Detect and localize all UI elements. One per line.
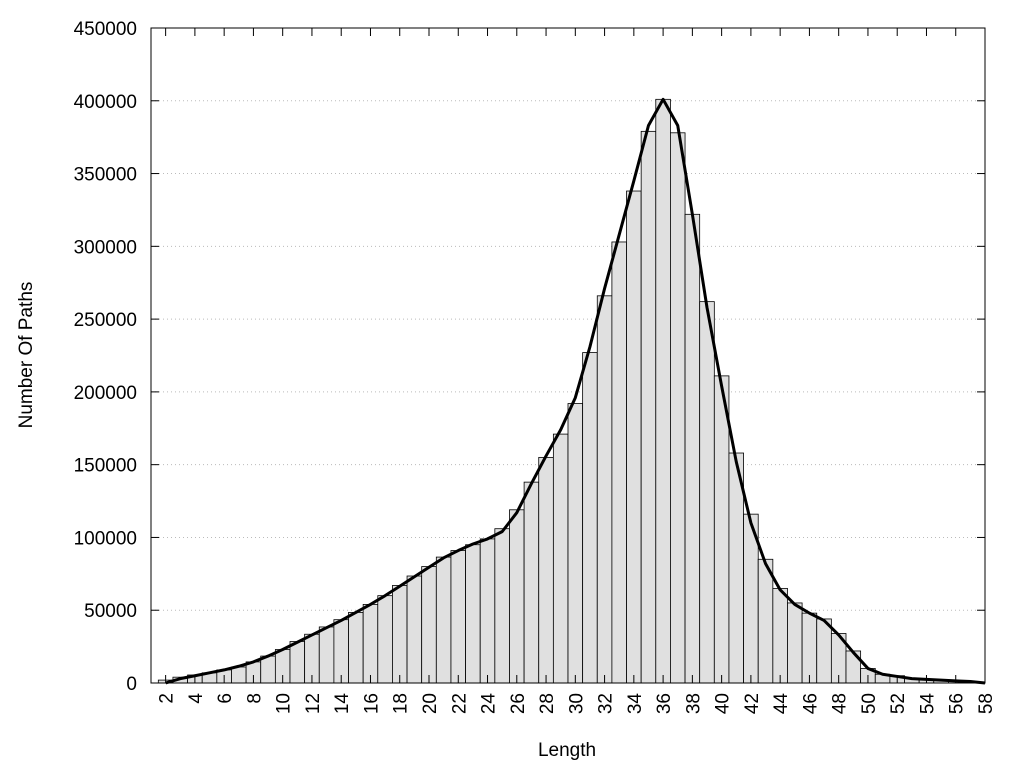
bar — [567, 403, 584, 684]
x-tick-label: 54 — [917, 693, 938, 715]
bar — [289, 641, 306, 684]
bar — [611, 241, 627, 684]
plot-frame — [150, 27, 986, 684]
x-tick-label: 6 — [215, 693, 236, 704]
x-tick-label: 58 — [976, 693, 997, 714]
y-axis-label: Number Of Paths — [16, 282, 37, 429]
y-tick-label: 300000 — [74, 237, 137, 258]
bar — [392, 585, 408, 684]
bar — [684, 213, 701, 684]
y-tick-label: 0 — [126, 674, 137, 695]
bar — [348, 612, 364, 684]
x-tick-label: 42 — [742, 693, 763, 714]
y-tick-label: 450000 — [74, 19, 137, 40]
bar — [318, 626, 335, 684]
x-tick-label: 44 — [771, 693, 792, 715]
x-tick-label: 52 — [888, 693, 909, 714]
x-tick-label: 4 — [186, 693, 207, 704]
y-tick-label: 250000 — [74, 310, 137, 331]
bar — [640, 130, 657, 684]
x-tick-label: 2 — [157, 693, 178, 704]
y-tick-label: 350000 — [74, 165, 137, 186]
x-tick-label: 34 — [625, 693, 646, 715]
bar — [406, 575, 423, 684]
bar — [523, 481, 540, 684]
x-tick-label: 40 — [713, 693, 734, 714]
x-tick-label: 36 — [654, 693, 675, 714]
bar — [465, 544, 481, 684]
bar — [626, 190, 642, 684]
bar — [435, 556, 452, 684]
x-tick-label: 32 — [596, 693, 617, 714]
bar — [655, 98, 671, 684]
bar — [260, 655, 276, 684]
bar — [582, 352, 598, 684]
bar — [757, 558, 774, 684]
bar — [699, 301, 715, 684]
x-tick-label: 46 — [800, 693, 821, 714]
x-tick-label: 56 — [947, 693, 968, 714]
x-tick-label: 16 — [361, 693, 382, 714]
x-tick-label: 30 — [566, 693, 587, 714]
x-tick-label: 24 — [479, 693, 500, 715]
x-tick-label: 8 — [244, 693, 265, 704]
bar — [787, 602, 803, 684]
bar — [670, 132, 686, 684]
x-tick-label: 20 — [420, 693, 441, 714]
bar — [552, 433, 569, 684]
x-tick-label: 38 — [683, 693, 704, 714]
bar — [509, 509, 525, 684]
x-tick-label: 48 — [830, 693, 851, 714]
x-tick-label: 18 — [391, 693, 412, 714]
bar — [772, 587, 788, 684]
bar — [494, 528, 510, 684]
x-tick-label: 28 — [537, 693, 558, 714]
bar — [816, 618, 832, 684]
density-line — [165, 97, 986, 685]
y-tick-label: 100000 — [74, 528, 137, 549]
bar — [362, 604, 379, 684]
y-tick-label: 400000 — [74, 92, 137, 113]
bar — [801, 612, 818, 684]
bar — [713, 375, 730, 684]
x-tick-label: 50 — [859, 693, 880, 714]
y-tick-label: 200000 — [74, 383, 137, 404]
x-tick-label: 14 — [332, 693, 353, 715]
bar — [596, 295, 613, 684]
bar — [479, 538, 496, 684]
y-tick-label: 150000 — [74, 456, 137, 477]
x-tick-label: 22 — [449, 693, 470, 714]
x-tick-label: 10 — [274, 693, 295, 714]
x-axis-label: Length — [538, 740, 596, 761]
bar — [333, 619, 349, 684]
bar — [377, 595, 393, 684]
bar — [231, 666, 247, 684]
x-tick-label: 12 — [303, 693, 324, 714]
bar — [450, 550, 466, 684]
bar — [538, 456, 554, 684]
bar — [421, 566, 437, 684]
y-tick-label: 50000 — [84, 601, 137, 622]
x-tick-label: 26 — [508, 693, 529, 714]
bar — [845, 650, 862, 684]
